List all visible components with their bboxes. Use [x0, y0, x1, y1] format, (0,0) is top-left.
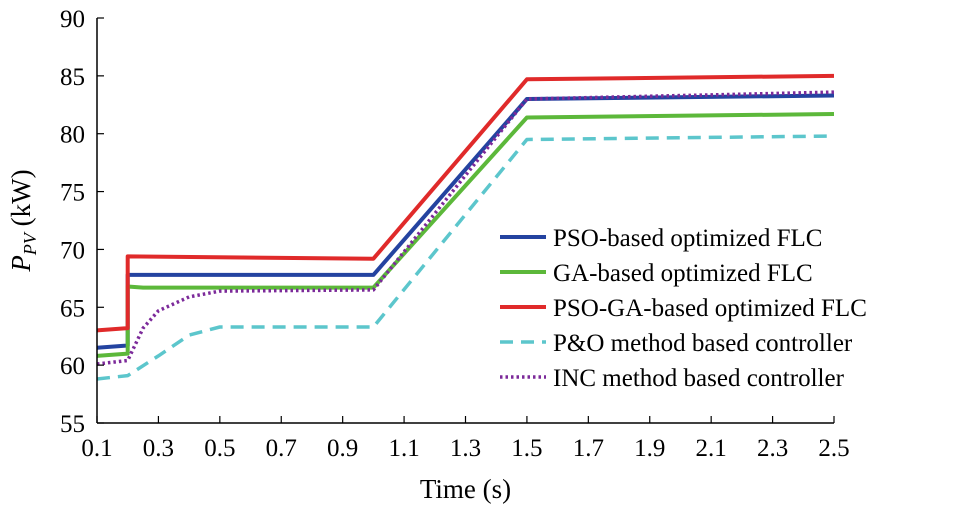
x-tick-label: 0.9: [327, 435, 358, 462]
legend-label: P&O method based controller: [553, 330, 853, 357]
x-axis-label: Time (s): [420, 474, 511, 504]
x-tick-label: 1.7: [573, 435, 604, 462]
x-tick-label: 2.3: [757, 435, 788, 462]
series-line-4: [96, 134, 835, 381]
series-lines: [96, 73, 835, 381]
x-tick-label: 0.1: [81, 435, 112, 462]
y-tick-label: 65: [60, 295, 85, 322]
legend-label: GA-based optimized FLC: [553, 260, 813, 287]
y-tick-label: 75: [60, 180, 85, 207]
x-tick-label: 2.1: [696, 435, 727, 462]
x-tick-label: 1.1: [388, 435, 419, 462]
series-line-3: [96, 73, 835, 333]
y-tick-label: 90: [60, 6, 85, 33]
x-tick-label: 1.5: [511, 435, 542, 462]
x-tick-label: 1.3: [450, 435, 481, 462]
legend-label: PSO-based optimized FLC: [553, 225, 822, 252]
y-axis-label-unit: (kW): [6, 169, 36, 233]
x-tick-label: 0.5: [204, 435, 235, 462]
y-axis-label: PPV (kW): [6, 169, 40, 272]
x-tick-label: 1.9: [634, 435, 665, 462]
legend-label: PSO-GA-based optimized FLC: [553, 295, 867, 322]
y-tick-label: 85: [60, 64, 85, 91]
x-tick-label: 0.3: [143, 435, 174, 462]
x-tick-label: 0.7: [266, 435, 297, 462]
x-axis-ticks: 0.1 0.3 0.5 0.7 0.9 1.1 1.3 1.5 1.7 1.9 2.1 2.3 2.5: [81, 416, 850, 462]
legend: PSO-based optimized FLC GA-based optimize…: [500, 225, 867, 392]
y-tick-label: 55: [60, 411, 85, 438]
y-axis-label-subscript: PV: [20, 231, 40, 256]
series-line-2: [96, 112, 835, 358]
y-tick-label: 70: [60, 237, 85, 264]
y-axis-ticks: 55 60 65 70 75 80 85 90: [60, 6, 104, 438]
legend-label: INC method based controller: [553, 365, 845, 392]
y-tick-label: 80: [60, 122, 85, 149]
y-tick-label: 60: [60, 353, 85, 380]
x-tick-label: 2.5: [818, 435, 849, 462]
y-axis-label-main: P: [6, 255, 36, 273]
series-line-1: [96, 93, 835, 350]
